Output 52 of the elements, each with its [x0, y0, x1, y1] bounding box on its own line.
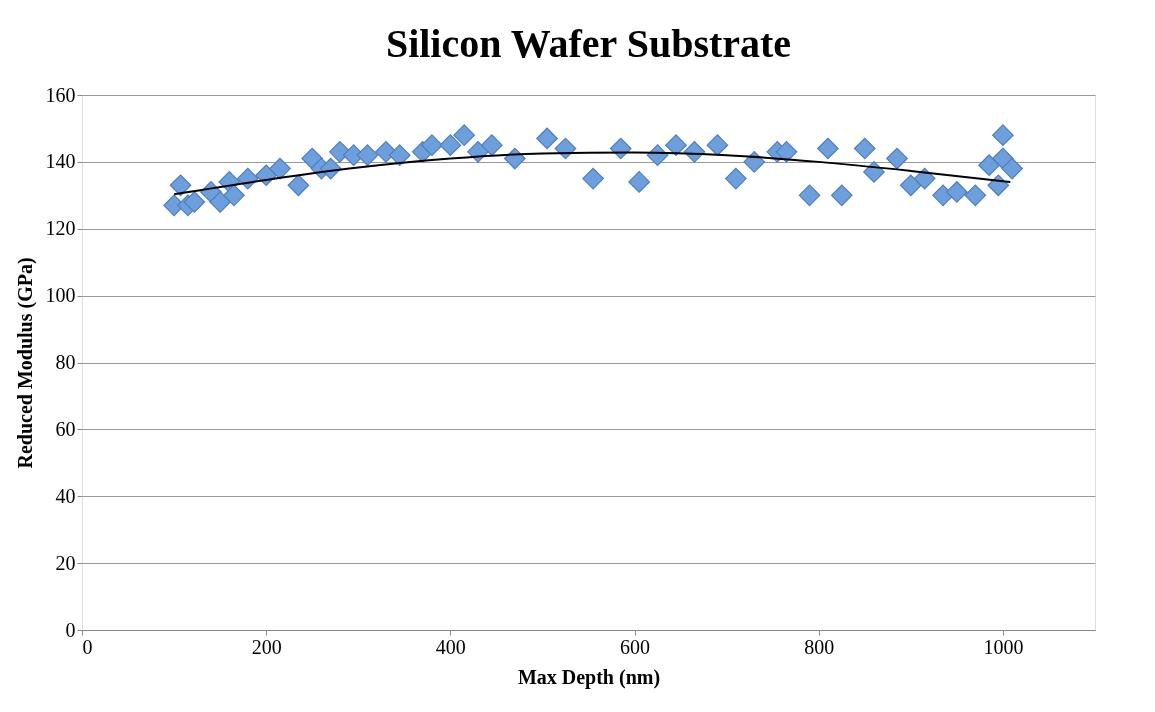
- point: [536, 127, 558, 150]
- point: [775, 141, 798, 163]
- point: [798, 184, 821, 207]
- x-tick-label: 0: [82, 635, 93, 658]
- point: [375, 141, 397, 163]
- point: [287, 174, 310, 197]
- x-axis-title: Max Depth (nm): [517, 665, 661, 689]
- point: [1001, 157, 1023, 180]
- point: [830, 184, 853, 207]
- chart-title: Silicon Wafer Substrate: [385, 21, 792, 66]
- y-tick-label: 100: [45, 284, 76, 307]
- x-tick-label: 600: [620, 635, 651, 658]
- point: [453, 124, 476, 146]
- point: [992, 124, 1014, 146]
- y-axis-title: Reduced Modulus (GPa): [13, 257, 37, 469]
- point: [817, 137, 839, 160]
- point: [628, 171, 650, 193]
- point: [853, 137, 876, 160]
- point: [329, 141, 351, 163]
- point: [964, 184, 987, 207]
- point: [169, 174, 192, 197]
- point: [886, 147, 908, 170]
- point: [978, 154, 1000, 177]
- point: [269, 157, 291, 180]
- point: [421, 134, 443, 156]
- y-tick-label: 40: [55, 484, 76, 507]
- point: [665, 134, 687, 156]
- y-tick-label: 120: [45, 217, 76, 240]
- y-tick-label: 80: [55, 351, 76, 373]
- y-tick-label: 60: [55, 417, 76, 440]
- point: [480, 134, 503, 156]
- point: [946, 181, 968, 203]
- x-tick-label: 400: [435, 635, 466, 658]
- point: [899, 174, 922, 197]
- x-tick-label: 800: [804, 635, 835, 658]
- point: [223, 184, 245, 207]
- point: [582, 167, 604, 190]
- point: [209, 191, 231, 213]
- x-tick-label: 200: [251, 635, 282, 658]
- point: [388, 144, 411, 167]
- point: [706, 134, 729, 156]
- y-tick-label: 20: [55, 551, 76, 574]
- point: [439, 134, 462, 156]
- point: [725, 167, 747, 190]
- point: [987, 174, 1010, 197]
- point: [356, 144, 379, 167]
- point: [183, 191, 206, 213]
- point: [913, 167, 936, 190]
- y-tick-label: 140: [45, 150, 76, 173]
- y-tick-label: 160: [45, 83, 76, 106]
- x-tick-label: 1000: [983, 635, 1024, 658]
- y-tick-label: 0: [65, 618, 76, 641]
